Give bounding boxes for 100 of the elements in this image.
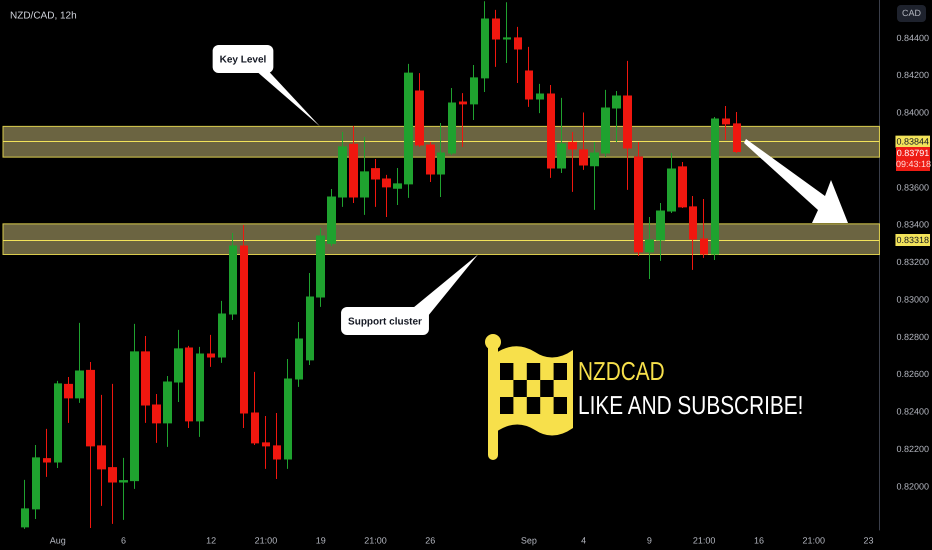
y-tick-label: 0.84000 — [896, 108, 930, 118]
candlestick — [273, 412, 281, 480]
candlestick — [108, 383, 117, 524]
candlestick — [284, 358, 292, 470]
candlestick — [185, 345, 193, 428]
annotation: LIKE AND SUBSCRIBE! — [578, 390, 804, 420]
candlestick — [426, 142, 435, 183]
ref-line-label: 0.83318 — [896, 234, 930, 245]
candlestick — [656, 202, 665, 262]
candlestick — [54, 380, 62, 468]
candlestick — [349, 125, 358, 204]
x-tick-label: 9 — [646, 536, 652, 546]
x-tick-label: 21:00 — [802, 536, 825, 546]
candlestick — [557, 97, 566, 174]
y-tick-label: 0.83000 — [896, 294, 930, 304]
candlestick — [327, 188, 336, 246]
x-tick-label: Aug — [50, 536, 66, 546]
candlestick — [229, 232, 237, 320]
candlestick — [437, 122, 445, 198]
candlestick — [568, 131, 577, 192]
candlestick — [404, 63, 413, 198]
candlestick — [306, 272, 314, 366]
candlestick — [733, 111, 741, 154]
ref-line-label: 0.83844 — [896, 136, 930, 147]
candlestick — [645, 216, 654, 280]
candlestick — [86, 361, 95, 528]
x-tick-label: 26 — [425, 536, 436, 546]
candlestick — [448, 88, 456, 156]
candlestick — [459, 92, 467, 148]
candlestick — [492, 9, 500, 68]
x-tick-label: 16 — [754, 536, 764, 546]
y-tick-label: 0.84200 — [896, 70, 930, 80]
x-tick-label: 21:00 — [692, 536, 716, 546]
candlestick — [262, 416, 270, 470]
y-tick-label: 0.82600 — [896, 369, 930, 380]
candlestick — [415, 72, 424, 148]
x-tick-label: 23 — [864, 536, 874, 546]
candlestick — [97, 394, 106, 506]
candlestick — [119, 457, 128, 520]
candlestick — [711, 116, 719, 260]
candlestick — [43, 428, 51, 478]
y-tick-label: 0.82800 — [896, 332, 930, 342]
candlestick — [612, 90, 621, 143]
candlestick — [689, 196, 697, 270]
candlestick — [678, 162, 687, 208]
candlestick — [130, 323, 139, 490]
annotation: NZDCAD — [578, 356, 665, 386]
candlestick — [470, 64, 478, 120]
candlestick — [163, 376, 172, 448]
candlestick — [316, 227, 325, 308]
candlestick — [503, 2, 511, 64]
candlestick — [196, 346, 204, 438]
candlestick — [338, 131, 347, 208]
x-tick-label: 4 — [581, 536, 586, 546]
x-tick-label: 21:00 — [364, 536, 387, 546]
x-tick-label: 21:00 — [254, 536, 278, 546]
candlestick — [75, 322, 84, 404]
candlestick — [700, 198, 708, 258]
x-tick-label: 12 — [206, 536, 216, 546]
candlestick — [634, 142, 643, 257]
candlestick — [514, 26, 522, 84]
candlestick — [590, 142, 599, 210]
candlestick — [174, 329, 183, 402]
y-tick-label: 0.82400 — [896, 406, 930, 417]
candlestick — [536, 83, 544, 114]
text: 0.83791 — [896, 146, 930, 159]
candlestick — [722, 105, 730, 140]
x-tick-label: 19 — [316, 536, 326, 546]
candlestick — [393, 168, 402, 206]
x-tick-label: Sep — [520, 536, 537, 546]
candlestick — [481, 0, 489, 92]
candlestick — [547, 84, 555, 178]
candlestick — [623, 60, 632, 190]
y-tick-label: 0.82200 — [896, 444, 930, 454]
candlestick — [579, 112, 588, 170]
candlestick — [218, 300, 226, 364]
candlestick — [295, 322, 303, 388]
y-tick-label: 0.83200 — [896, 257, 930, 268]
candlestick — [64, 376, 73, 424]
x-tick-label: 6 — [121, 536, 126, 546]
y-tick-label: 0.82000 — [896, 481, 930, 492]
candlestick — [601, 89, 610, 158]
y-tick-label: 0.84400 — [896, 32, 930, 43]
candlestick — [371, 158, 380, 208]
text: NZD/CAD, 12h — [10, 10, 77, 22]
candlestick — [141, 336, 150, 424]
annotation: Support cluster — [348, 316, 422, 328]
y-tick-label: 0.83600 — [896, 182, 930, 192]
candlestick — [32, 444, 40, 520]
candlestick — [251, 371, 259, 446]
candlestick — [360, 136, 369, 216]
candlestick — [382, 174, 391, 218]
candlestick — [207, 334, 215, 368]
candlestick — [240, 224, 248, 428]
candlestick — [21, 479, 29, 530]
candlestick — [152, 393, 161, 444]
annotation: Key Level — [220, 54, 267, 66]
candlestick — [525, 46, 533, 108]
y-tick-label: 0.83400 — [896, 220, 930, 230]
candlestick — [667, 152, 676, 214]
